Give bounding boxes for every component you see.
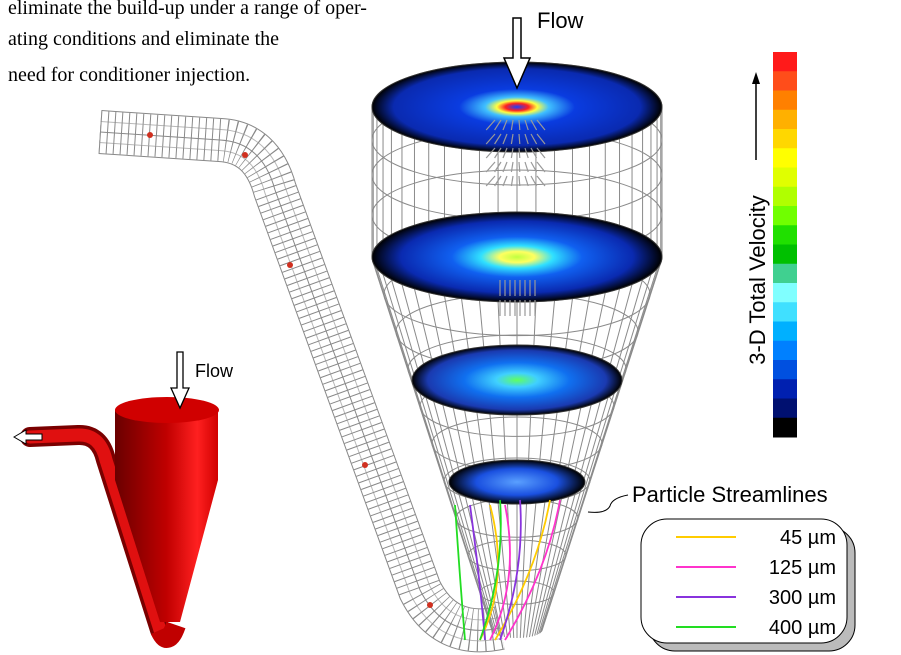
colorbar-swatch	[773, 148, 797, 168]
colorbar: 3-D Total Velocity	[745, 52, 797, 438]
colorbar-swatch	[773, 91, 797, 111]
colorbar-swatch	[773, 187, 797, 207]
colorbar-swatch	[773, 110, 797, 130]
inset: Flow	[14, 352, 234, 638]
colorbar-swatch	[773, 245, 797, 265]
colorbar-swatch	[773, 360, 797, 380]
legend-label: 45 µm	[780, 527, 836, 549]
figure: eliminate the build-up under a range of …	[0, 0, 901, 655]
streamline-legend: Particle Streamlines 45 µm 125 µm 300 µm 40…	[588, 482, 855, 651]
colorbar-swatch	[773, 168, 797, 188]
colorbar-swatch	[773, 322, 797, 342]
text-line: need for conditioner injection.	[8, 64, 250, 86]
leader-line	[588, 495, 628, 512]
colorbar-arrowhead	[752, 72, 760, 84]
colorbar-swatch	[773, 129, 797, 149]
legend-label: 300 µm	[769, 587, 836, 609]
colorbar-swatch	[773, 225, 797, 245]
colorbar-swatch	[773, 206, 797, 226]
vector	[519, 120, 520, 130]
colorbar-swatch	[773, 418, 797, 438]
colorbar-swatch	[773, 264, 797, 284]
inset-flow-label: Flow	[195, 361, 234, 381]
colorbar-swatch	[773, 379, 797, 399]
colorbar-swatch	[773, 71, 797, 91]
colorbar-swatch	[773, 283, 797, 303]
vector	[519, 162, 520, 172]
flow-label: Flow	[537, 8, 584, 33]
text-line: ating conditions and eliminate the	[8, 28, 279, 50]
vector	[519, 176, 520, 186]
text-line: eliminate the build-up under a range of …	[8, 0, 367, 19]
colorbar-swatch	[773, 52, 797, 72]
vector	[519, 148, 520, 158]
colorbar-swatch	[773, 302, 797, 322]
vector	[519, 134, 520, 144]
legend-label: 400 µm	[769, 617, 836, 639]
colorbar-swatch	[773, 399, 797, 419]
colorbar-swatch	[773, 341, 797, 361]
legend-label: 125 µm	[769, 557, 836, 579]
colorbar-label: 3-D Total Velocity	[745, 195, 770, 365]
paragraph: eliminate the build-up under a range of …	[8, 0, 367, 86]
legend-title: Particle Streamlines	[632, 482, 828, 507]
